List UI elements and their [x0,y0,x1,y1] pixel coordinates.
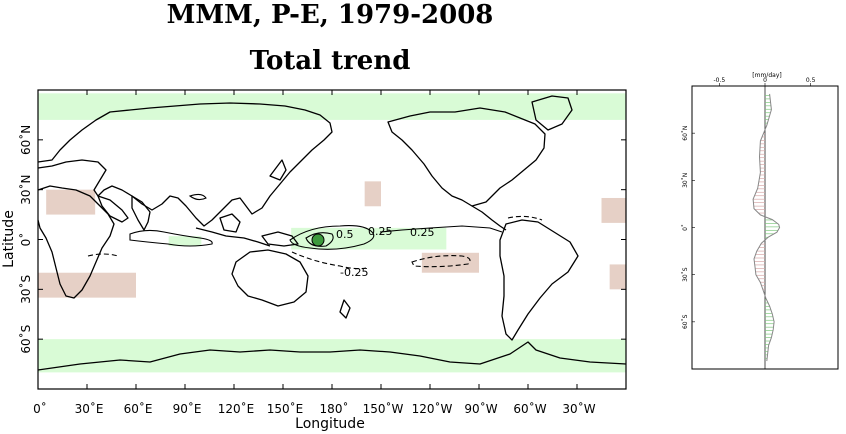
x-axis-label: Longitude [295,416,365,432]
coast-australia [231,249,309,307]
coast-greenland [531,95,573,131]
x-tick-label-8: 120˚W [412,401,453,416]
profile-y-ticks: 60˚N 30˚N 0˚ 30˚S 60˚S [682,126,695,329]
coast-indonesia [195,227,271,247]
x-tick-label-6: 180˚ [320,401,349,416]
contour-positive-southern [188,193,207,201]
x-tick-label-3: 90˚E [173,401,202,416]
coast-japan [269,159,287,181]
y-tick-label-0: 60˚N [18,125,33,155]
profile-x-tick-label-2: 0.5 [806,77,816,84]
x-tick-label-11: 30˚W [562,401,595,416]
coast-antarctica [37,341,627,371]
contour-positive-0.25-east [379,225,503,233]
x-tick-label-1: 30˚E [75,401,104,416]
coast-newzealand [339,299,351,319]
profile-x-tick-label-0: -0.5 [714,77,726,84]
peak-blob [311,233,325,247]
dry-region-1 [601,197,626,223]
y-axis-label: Latitude [1,210,17,268]
profile-y-tick-label-0: 60˚N [682,126,689,141]
y-tick-labels: 60˚N 30˚N 0˚ 30˚S 60˚S [18,125,33,354]
x-tick-label-7: 150˚W [363,401,404,416]
contour-positive-0.5 [305,232,334,247]
profile-y-tick-label-2: 0˚ [682,224,689,231]
y-tick-marks [38,139,626,340]
contour-label-3: -0.25 [340,266,368,279]
x-tick-label-5: 150˚E [267,401,304,416]
profile-y-tick-label-1: 30˚N [682,173,689,188]
profile-x-tick-label-1: 0 [763,77,767,84]
profile-y-tick-label-3: 30˚S [682,267,689,282]
map-panel: 0.5 0.25 0.25 -0.25 0˚ 30˚E 60˚E 90˚E 120˚E 1… [1,89,627,432]
dry-region-2 [609,264,626,290]
contour-negative-indian [87,253,119,257]
profile-x-label: [mm/day] [752,72,781,79]
y-tick-label-3: 30˚S [18,275,33,304]
x-tick-label-10: 60˚W [513,401,546,416]
wet-region-3 [168,236,202,247]
wet-region-1 [38,93,626,120]
coast-newguinea [261,231,299,247]
profile-hatch [753,95,780,359]
profile-y-tick-label-4: 60˚S [682,314,689,329]
contour-label-2: 0.25 [410,226,435,239]
profile-curve [752,93,781,362]
coast-centralamerica [471,205,507,231]
x-tick-marks [37,90,578,389]
coast-africa [37,185,115,299]
y-tick-label-1: 30˚N [18,175,33,205]
dry-region-5 [38,272,136,298]
contour-label-1: 0.25 [368,225,393,238]
x-tick-label-2: 60˚E [124,401,153,416]
contour-negative-sw-pacific [291,251,367,270]
contour-positive-0.25-pacific [289,225,375,250]
profile-x-ticks: -0.5 0 0.5 [714,77,816,86]
chart-subtitle: Total trend [249,46,411,76]
contour-label-group: 0.5 0.25 0.25 -0.25 [336,225,435,279]
coast-southamerica [499,219,579,341]
contour-negative-se-pacific [411,255,471,268]
zonal-profile-panel: [mm/day] -0.5 0 0.5 60˚N 30˚N 0˚ 30˚S 60˚S [682,72,839,370]
dry-region-4 [421,252,479,273]
shading-layer [38,93,626,373]
y-tick-label-4: 60˚S [18,325,33,354]
y-tick-label-2: 0˚ [18,233,33,247]
wet-region-0 [38,339,626,373]
x-tick-label-9: 90˚W [464,401,497,416]
dry-region-0 [46,189,96,215]
x-tick-labels: 0˚ 30˚E 60˚E 90˚E 120˚E 150˚E 180˚ 150˚W 120˚W 90… [33,401,596,416]
contour-positive-0.25-west [129,229,213,247]
contour-negative-atlantic [507,215,543,221]
chart-title: MMM, P-E, 1979-2008 [166,0,494,30]
contours [87,193,543,270]
contour-label-0: 0.5 [336,228,354,241]
coast-northamerica [387,107,546,207]
coast-arabia [97,195,129,223]
dry-region-3 [364,181,381,207]
coast-borneo [219,213,241,233]
coast-eurasia [37,102,333,227]
x-tick-label-0: 0˚ [33,401,47,416]
x-tick-label-4: 120˚E [218,401,255,416]
coast-india [131,195,151,231]
coastlines [37,95,627,371]
